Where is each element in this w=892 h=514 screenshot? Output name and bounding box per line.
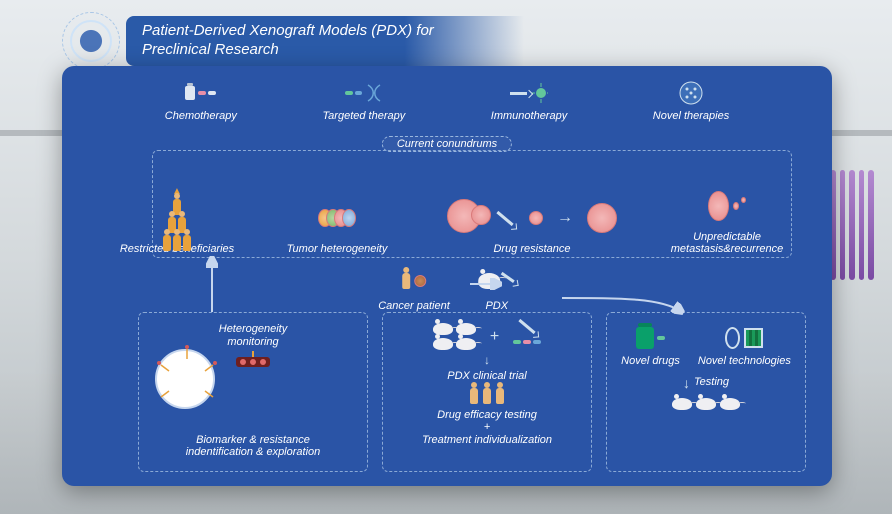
page-title: Patient-Derived Xenograft Models (PDX) f… xyxy=(126,16,524,66)
title-bar: Patient-Derived Xenograft Models (PDX) f… xyxy=(70,16,524,66)
title-icon xyxy=(70,20,112,62)
diagram-panel: Chemotherapy Targeted therapy Immunother… xyxy=(62,66,832,486)
connector-arrows xyxy=(62,66,832,486)
